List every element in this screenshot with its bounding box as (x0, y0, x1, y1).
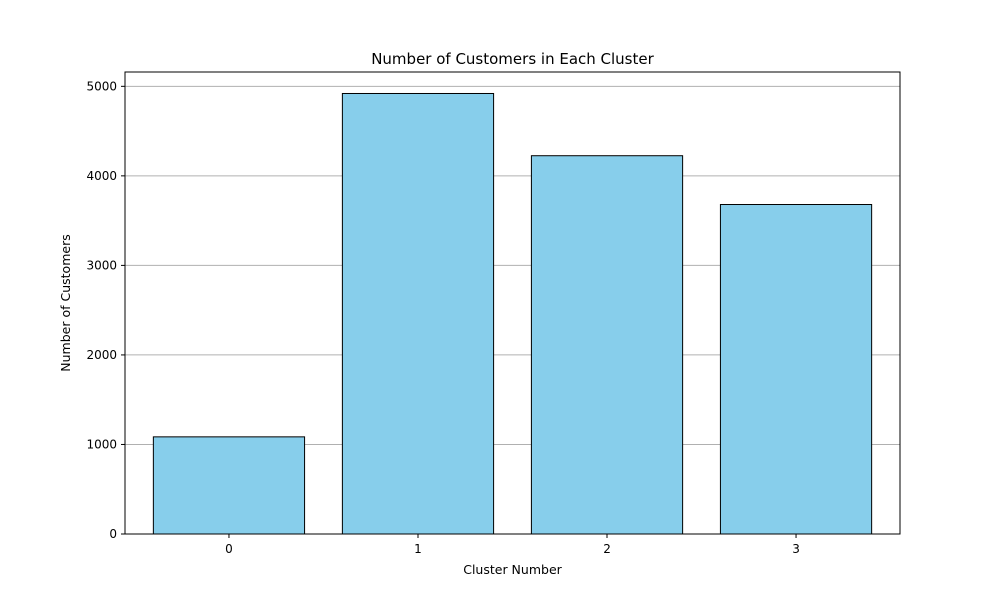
y-tick-label: 2000 (86, 348, 117, 362)
y-axis-label: Number of Customers (58, 234, 73, 371)
y-tick-label: 5000 (86, 79, 117, 93)
x-tick-label: 0 (225, 542, 233, 556)
bar-cluster-2 (530, 155, 684, 535)
y-tick-label: 1000 (86, 437, 117, 451)
y-tick-label: 3000 (86, 258, 117, 272)
chart-title: Number of Customers in Each Cluster (371, 50, 654, 68)
x-tick-label: 2 (603, 542, 611, 556)
bars (152, 92, 873, 535)
x-axis-ticks: 0 1 2 3 (225, 534, 800, 556)
bar-cluster-1 (341, 92, 495, 535)
x-tick-label: 3 (792, 542, 800, 556)
plot-area-frame (124, 71, 901, 535)
y-axis-ticks: 0 1000 2000 3000 4000 5000 (86, 79, 125, 541)
bar-cluster-3 (719, 204, 873, 535)
bar-cluster-0 (152, 436, 306, 535)
x-axis-label: Cluster Number (463, 562, 562, 577)
x-tick-label: 1 (414, 542, 422, 556)
y-tick-label: 0 (109, 527, 117, 541)
y-tick-label: 4000 (86, 169, 117, 183)
